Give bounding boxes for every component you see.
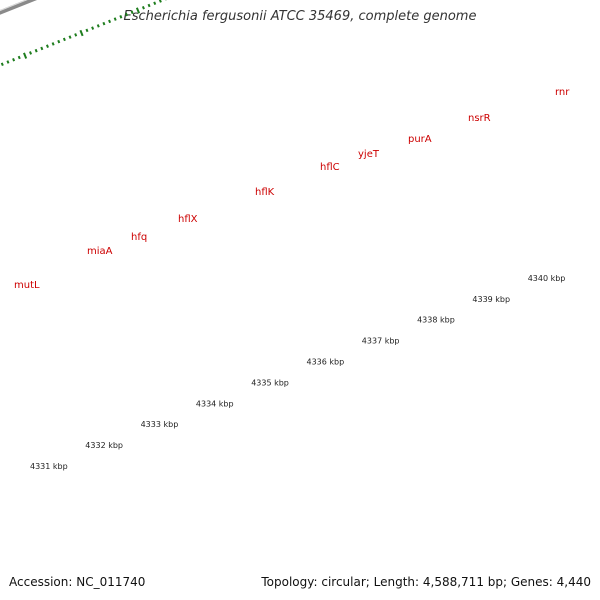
minor-tick [96,24,100,28]
minor-tick [0,62,4,67]
gene-label-miaA: miaA [87,246,113,257]
minor-tick [45,44,49,48]
gene-label-group: mutL miaA hfq hflX hflK hflC yjeT purA nsrR rnr [14,87,570,291]
scale-label: 4331 kbp [30,462,68,471]
scale-label: 4338 kbp [417,316,455,325]
gene-label-hflC: hflC [320,162,340,173]
gene-label-purA: purA [408,134,432,145]
scale-label: 4340 kbp [528,274,566,283]
accession-text: Accession: NC_011740 [9,575,146,589]
scale-label: 4332 kbp [85,441,123,450]
minor-tick [17,55,21,60]
gene-label-yjeT: yjeT [358,149,380,160]
major-tick [135,7,141,14]
minor-tick [51,42,55,46]
gene-label-hflK: hflK [255,187,275,198]
scale-label: 4334 kbp [196,399,234,408]
minor-tick [102,21,106,26]
scale-label: 4337 kbp [362,337,400,346]
gene-label-hfq: hfq [131,232,147,243]
scale-label: 4336 kbp [307,358,345,367]
gene-label-nsrR: nsrR [468,113,491,124]
scale-label-group: 4331 kbp 4332 kbp 4333 kbp 4334 kbp 4335 kbp… [30,274,565,471]
scale-tick-ring [0,0,167,67]
major-tick [23,52,28,59]
minor-tick [158,0,162,3]
minor-tick [141,6,145,10]
minor-tick [153,1,157,6]
minor-tick [108,19,112,24]
minor-tick [40,46,44,51]
gene-label-mutL: mutL [14,280,40,291]
map-title: Escherichia fergusonii ATCC 35469, compl… [123,9,477,24]
minor-tick [57,39,61,44]
minor-tick [29,51,33,55]
minor-tick [34,48,38,53]
minor-tick [147,3,151,8]
gene-label-rnr: rnr [555,87,570,98]
genome-summary-text: Topology: circular; Length: 4,588,711 bp… [261,575,591,589]
minor-tick [130,10,134,15]
minor-tick [74,33,78,37]
minor-tick [119,15,123,19]
backbone-line [0,0,38,15]
gene-label-hflX: hflX [178,214,198,225]
scale-label: 4333 kbp [141,420,179,429]
genome-backbone [0,0,38,15]
backbone-highlight [0,0,28,12]
minor-tick [113,17,117,21]
major-tick [79,29,84,37]
minor-tick [91,26,95,30]
scale-label: 4335 kbp [251,378,289,387]
minor-tick [6,60,10,64]
scale-label: 4339 kbp [472,295,510,304]
minor-tick [62,37,66,42]
minor-tick [125,12,128,17]
minor-tick [68,35,72,39]
minor-tick [12,57,16,62]
minor-tick [85,28,89,33]
